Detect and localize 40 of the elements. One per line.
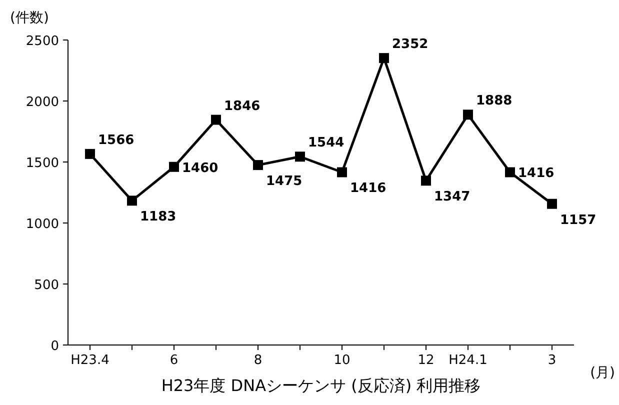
- x-tick-label: 3: [548, 353, 556, 368]
- y-tick-label: 2500: [26, 34, 59, 49]
- data-label: 1846: [224, 98, 260, 114]
- data-label: 1888: [476, 94, 512, 109]
- point: [505, 167, 515, 178]
- data-label: 1475: [266, 174, 302, 190]
- point: [379, 53, 389, 64]
- data-label: 1416: [350, 181, 386, 196]
- x-tick-label: 8: [254, 353, 262, 368]
- data-label: 1544: [308, 136, 344, 151]
- data-label: 1183: [140, 210, 176, 225]
- data-label: 1157: [560, 212, 596, 228]
- point: [547, 198, 557, 209]
- data-label: 1460: [182, 160, 218, 176]
- y-axis-title: (件数): [10, 10, 49, 26]
- point: [127, 196, 137, 206]
- data-label: 1347: [434, 190, 470, 205]
- data-label: 1566: [98, 132, 134, 148]
- y-tick-label: 1000: [26, 217, 59, 232]
- point: [337, 167, 347, 178]
- x-tick-label: 6: [170, 353, 178, 368]
- x-axis-title: (月): [590, 365, 615, 381]
- data-label: 1416: [518, 166, 554, 182]
- point: [421, 176, 431, 186]
- y-tick-label: 0: [50, 339, 59, 354]
- point: [253, 160, 263, 170]
- x-tick-label: H24.1: [448, 353, 488, 368]
- text: H23年度 DNAシーケンサ (反応済) 利用推移: [161, 376, 481, 395]
- point: [85, 148, 95, 159]
- point: [295, 152, 305, 162]
- x-tick-label: 12: [418, 353, 434, 368]
- point: [463, 110, 473, 120]
- point: [169, 162, 179, 172]
- y-tick-label: 1500: [26, 156, 59, 171]
- x-tick-label: H23.4: [70, 353, 110, 368]
- y-tick-label: 2000: [26, 95, 59, 110]
- y-tick-label: 500: [34, 278, 59, 293]
- point: [211, 114, 221, 125]
- x-tick-label: 10: [334, 353, 350, 368]
- data-label: 2352: [392, 37, 428, 52]
